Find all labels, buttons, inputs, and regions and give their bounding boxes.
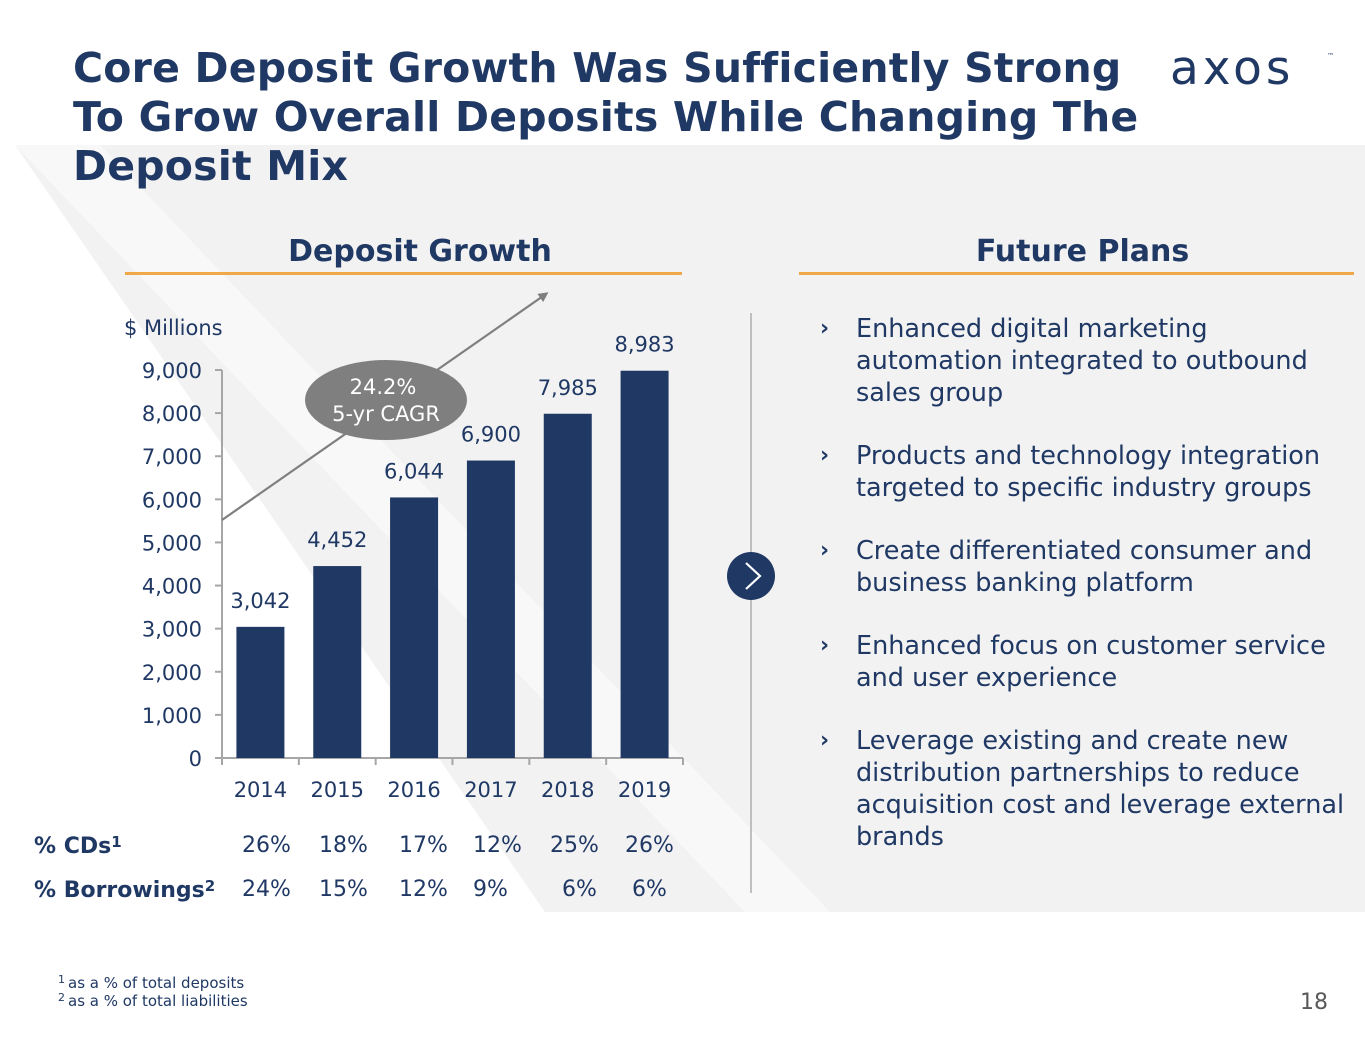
- bar: [390, 497, 439, 758]
- borrowings-value: 9%: [473, 877, 508, 902]
- title-line-1: Core Deposit Growth Was Sufficiently Str…: [73, 44, 1122, 92]
- bar-value-label: 4,452: [307, 528, 367, 552]
- cagr-rate: 24.2%: [350, 375, 417, 399]
- x-tick-label: 2015: [311, 778, 364, 802]
- borrowings-label: % Borrowings2: [34, 877, 216, 903]
- next-chevron-button[interactable]: [727, 552, 775, 600]
- axos-logo: axos ™: [1170, 44, 1334, 94]
- future-plans-list: › Enhanced digital marketing automation i…: [820, 313, 1360, 884]
- bar: [620, 370, 669, 758]
- bar: [466, 460, 515, 758]
- borrowings-value: 6%: [632, 877, 667, 902]
- x-tick-label: 2014: [234, 778, 287, 802]
- chevron-bullet-icon: ›: [820, 316, 830, 341]
- borrowings-value: 12%: [399, 877, 448, 902]
- cds-label: % CDs1: [34, 833, 122, 859]
- cds-value: 17%: [399, 833, 448, 858]
- cds-value: 26%: [242, 833, 291, 858]
- cagr-label: 5-yr CAGR: [332, 402, 440, 426]
- y-tick-label: 1,000: [142, 704, 202, 728]
- x-axis: 2014 2015 2016 2017 2018 2019: [221, 757, 684, 802]
- bar-value-label: 6,900: [461, 423, 521, 447]
- plan-item: › Enhanced digital marketing automation i…: [820, 314, 1308, 408]
- title-line-2: To Grow Overall Deposits While Changing …: [73, 93, 1139, 141]
- cagr-bubble: [305, 360, 467, 440]
- bar-value-label: 3,042: [230, 589, 290, 613]
- bar-value-label: 7,985: [538, 376, 598, 400]
- chevron-bullet-icon: ›: [820, 443, 830, 468]
- y-tick-label: 7,000: [142, 445, 202, 469]
- logo-text: axos: [1170, 44, 1294, 94]
- y-tick-label: 3,000: [142, 618, 202, 642]
- cagr-annotation: 24.2% 5-yr CAGR: [221, 292, 549, 521]
- x-tick-label: 2018: [541, 778, 594, 802]
- section-divider: [750, 313, 752, 893]
- bar: [543, 413, 592, 758]
- x-tick-label: 2016: [387, 778, 440, 802]
- bar: [313, 566, 362, 758]
- unit-label: $ Millions: [124, 316, 223, 340]
- cds-footnote-ref: 1: [111, 833, 122, 851]
- cds-value: 26%: [625, 833, 674, 858]
- y-tick-label: 2,000: [142, 661, 202, 685]
- bars: [236, 370, 669, 758]
- cds-row: % CDs1 26% 18% 17% 12% 25% 26%: [34, 833, 724, 863]
- logo-trademark: ™: [1327, 52, 1334, 60]
- bar-value-label: 6,044: [384, 459, 444, 483]
- plan-item: › Leverage existing and create new distri…: [820, 726, 1345, 852]
- chevron-bullet-icon: ›: [820, 728, 830, 753]
- deposit-growth-chart: $ Millions 0 1,000 2,000 3,000 4,000 5,000 6,0…: [124, 292, 684, 802]
- deposit-growth-rule: [125, 272, 682, 275]
- chevron-bullet-icon: ›: [820, 633, 830, 658]
- plan-item: › Enhanced focus on customer service and …: [820, 631, 1326, 693]
- cds-value: 12%: [473, 833, 522, 858]
- chevron-bullet-icon: ›: [820, 538, 830, 563]
- future-plans-heading: Future Plans: [975, 234, 1190, 269]
- footnote-1: 1 as a % of total deposits: [58, 973, 245, 992]
- borrowings-value: 6%: [562, 877, 597, 902]
- borrowings-value: 15%: [319, 877, 368, 902]
- y-tick-label: 9,000: [142, 359, 202, 383]
- page-number: 18: [1300, 990, 1328, 1015]
- cds-value: 25%: [550, 833, 599, 858]
- future-plans-rule: [799, 272, 1354, 275]
- y-axis: 0 1,000 2,000 3,000 4,000 5,000 6,000 7,000 8,00…: [142, 359, 223, 771]
- bar-value-labels: 3,042 4,452 6,044 6,900 7,985 8,983: [230, 333, 674, 613]
- borrowings-value: 24%: [242, 877, 291, 902]
- borrowings-footnote-ref: 2: [204, 877, 216, 895]
- deposit-growth-heading: Deposit Growth: [288, 234, 552, 269]
- footnote-2: 2 as a % of total liabilities: [58, 991, 248, 1010]
- y-tick-label: 6,000: [142, 488, 202, 512]
- plan-item: › Create differentiated consumer and busi…: [820, 536, 1313, 598]
- borrowings-row: % Borrowings2 24% 15% 12% 9% 6% 6%: [34, 877, 724, 907]
- y-tick-label: 4,000: [142, 575, 202, 599]
- title-line-3: Deposit Mix: [73, 142, 349, 190]
- cds-value: 18%: [319, 833, 368, 858]
- x-tick-label: 2019: [618, 778, 671, 802]
- bar: [236, 626, 285, 758]
- y-tick-label: 0: [189, 747, 202, 771]
- x-tick-label: 2017: [464, 778, 517, 802]
- chevron-right-icon: [745, 562, 762, 590]
- y-tick-label: 5,000: [142, 531, 202, 555]
- y-tick-label: 8,000: [142, 402, 202, 426]
- page-title: Core Deposit Growth Was Sufficiently Str…: [73, 44, 1143, 191]
- bar-value-label: 8,983: [615, 333, 675, 357]
- plan-item: › Products and technology integration tar…: [820, 441, 1321, 503]
